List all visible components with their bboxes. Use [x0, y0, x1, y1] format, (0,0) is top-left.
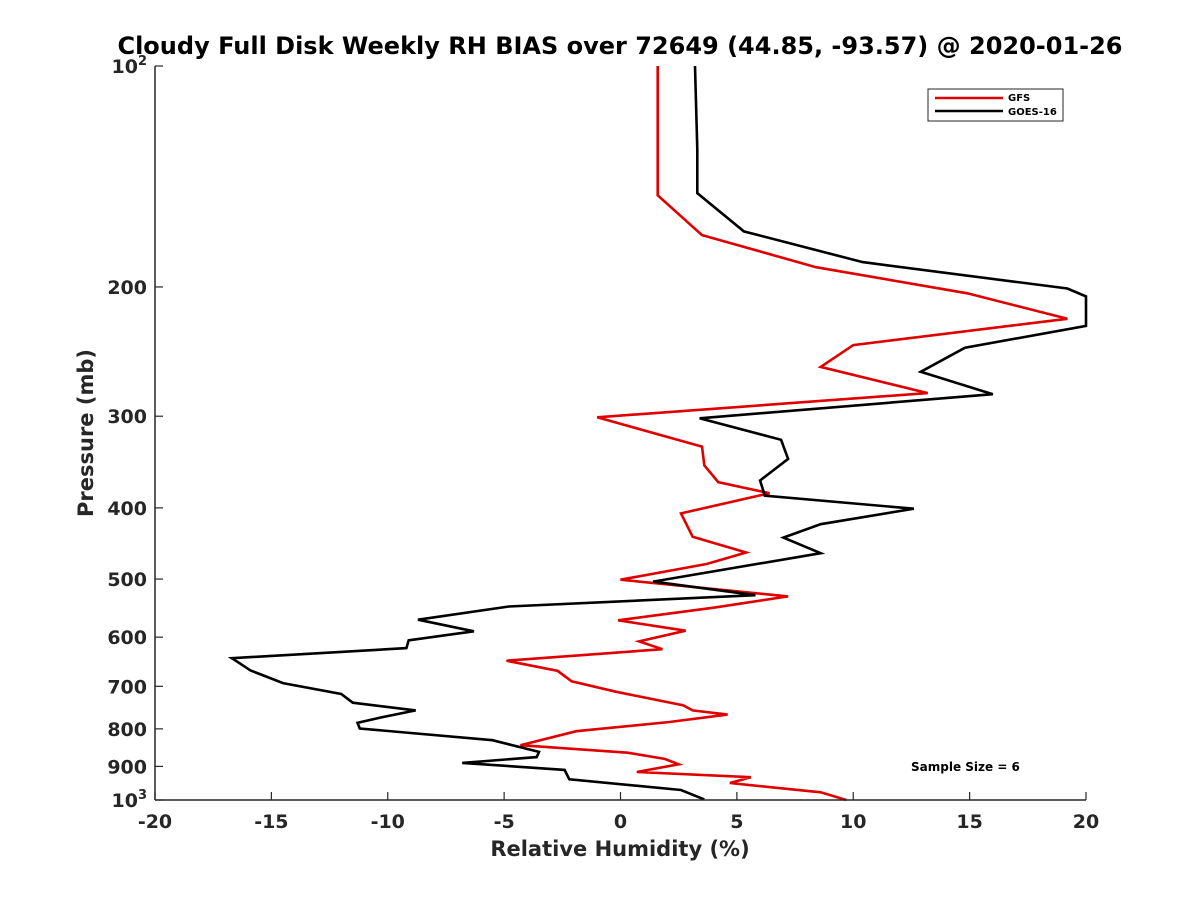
x-tick-label: 20 [1073, 811, 1099, 833]
y-tick-label: 800 [107, 719, 147, 741]
series-line-gfs [506, 66, 1068, 802]
plot-area [155, 66, 1086, 800]
y-ticks: 102 200 300 400 500 600 700 800 900 103 [107, 54, 163, 812]
x-tick-label: -5 [494, 811, 515, 833]
x-tick-label: 0 [614, 811, 627, 833]
y-tick-label: 102 [112, 54, 148, 78]
y-tick-label: 700 [107, 676, 147, 698]
y-tick-label: 900 [107, 756, 147, 778]
x-tick-label: -10 [371, 811, 405, 833]
y-tick-label: 300 [107, 406, 147, 428]
x-tick-label: 10 [840, 811, 866, 833]
y-tick-label: 200 [107, 277, 147, 299]
x-tick-label: -15 [254, 811, 288, 833]
x-tick-label: 5 [730, 811, 743, 833]
series-line-goes16 [227, 65, 1088, 801]
y-axis-label: Pressure (mb) [74, 349, 98, 517]
legend: GFS GOES-16 [927, 88, 1064, 122]
x-ticks: -20 -15 -10 -5 0 5 10 15 20 [138, 792, 1099, 833]
y-tick-label: 103 [112, 788, 148, 812]
x-axis-label: Relative Humidity (%) [490, 837, 749, 861]
y-tick-label: 400 [107, 498, 147, 520]
chart-title: Cloudy Full Disk Weekly RH BIAS over 726… [117, 32, 1122, 60]
sample-size-annotation: Sample Size = 6 [911, 760, 1020, 774]
y-tick-label: 600 [107, 627, 147, 649]
y-tick-label: 500 [107, 569, 147, 591]
series-layer [227, 65, 1088, 802]
legend-label-gfs: GFS [1008, 93, 1030, 104]
x-tick-label: -20 [138, 811, 172, 833]
legend-label-goes16: GOES-16 [1008, 107, 1057, 118]
legend-box [927, 88, 1064, 122]
x-tick-label: 15 [956, 811, 982, 833]
